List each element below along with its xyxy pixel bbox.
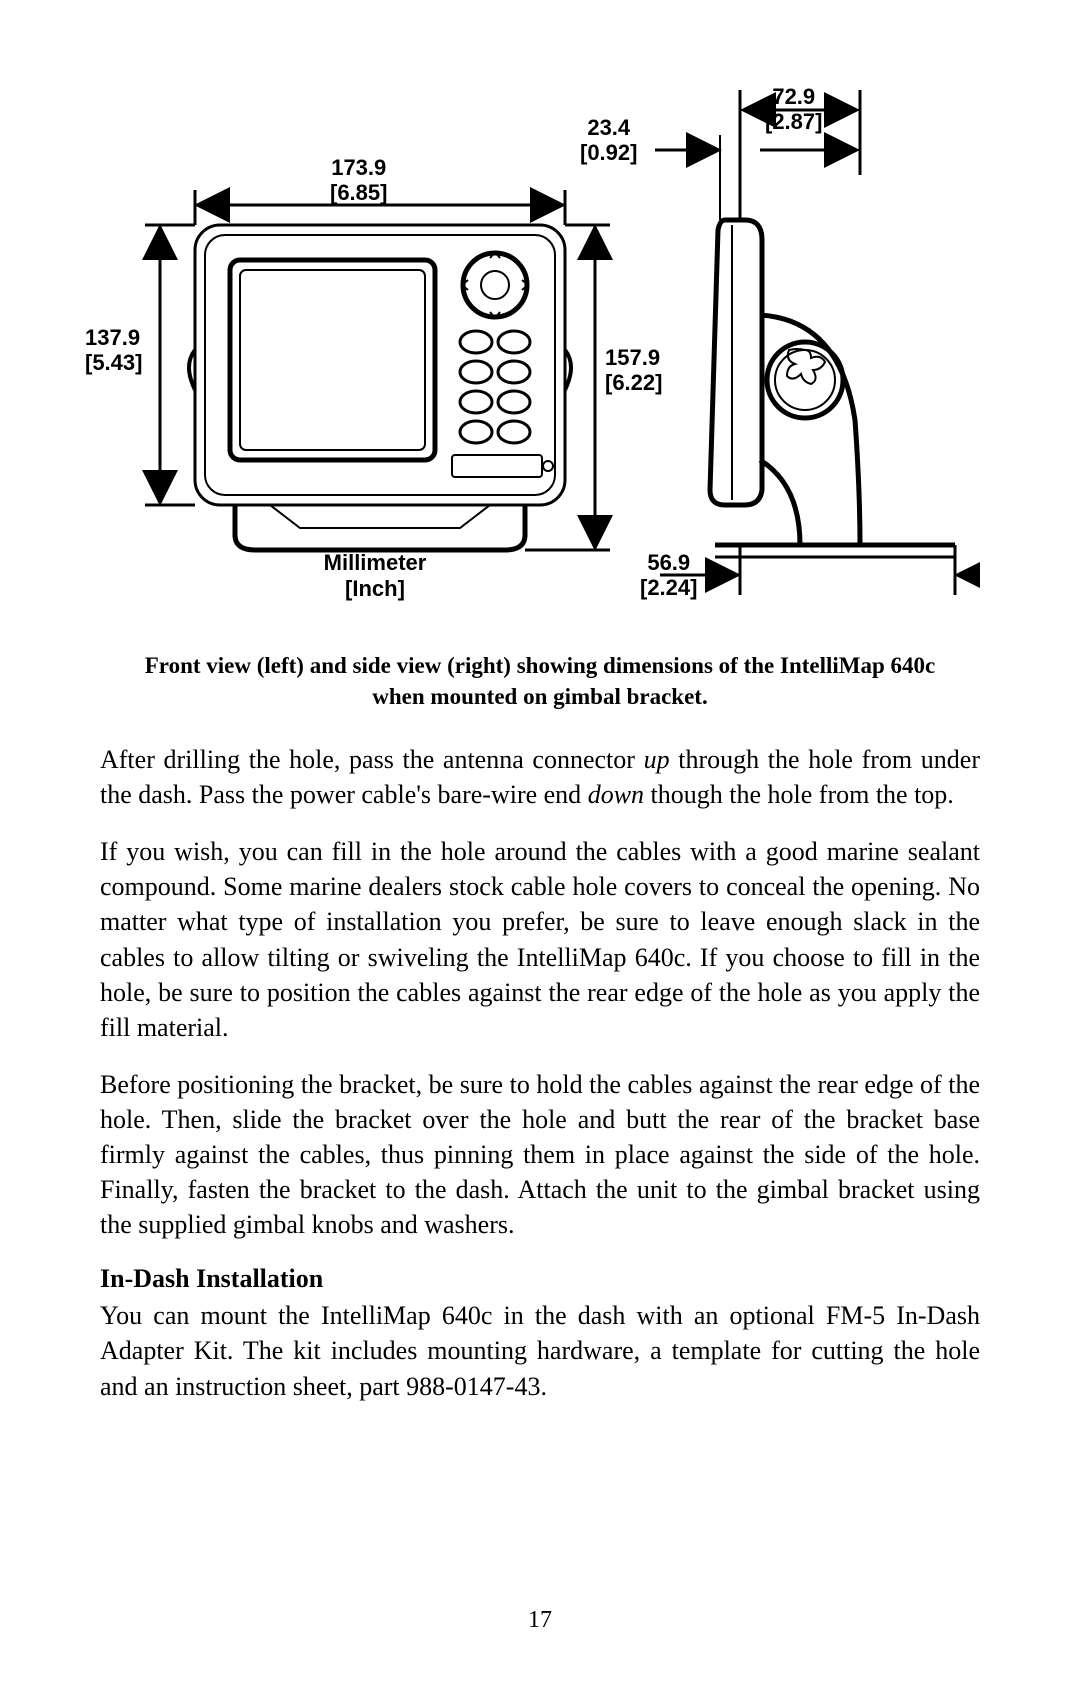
page-number: 17 <box>0 1607 1080 1634</box>
paragraph-2: If you wish, you can fill in the hole ar… <box>100 834 980 1045</box>
dimension-diagram: 173.9 [6.85] 137.9 [5.43] 157.9 [6.22] 2… <box>100 90 980 630</box>
diagram-svg <box>100 90 980 630</box>
section-heading: In-Dash Installation <box>100 1264 980 1294</box>
unit-legend: Millimeter [Inch] <box>295 550 455 603</box>
dim-depth-bottom: 56.9 [2.24] <box>640 550 697 601</box>
dim-height-left: 137.9 [5.43] <box>85 325 142 376</box>
paragraph-1: After drilling the hole, pass the antenn… <box>100 742 980 812</box>
page: 173.9 [6.85] 137.9 [5.43] 157.9 [6.22] 2… <box>0 0 1080 1682</box>
figure-caption: Front view (left) and side view (right) … <box>130 650 950 712</box>
dim-depth-large: 72.9 [2.87] <box>765 84 822 135</box>
dim-height-right: 157.9 [6.22] <box>605 345 662 396</box>
dim-width-top: 173.9 [6.85] <box>330 155 387 206</box>
paragraph-4: You can mount the IntelliMap 640c in the… <box>100 1298 980 1403</box>
dim-depth-small: 23.4 [0.92] <box>580 115 637 166</box>
paragraph-3: Before positioning the bracket, be sure … <box>100 1067 980 1242</box>
